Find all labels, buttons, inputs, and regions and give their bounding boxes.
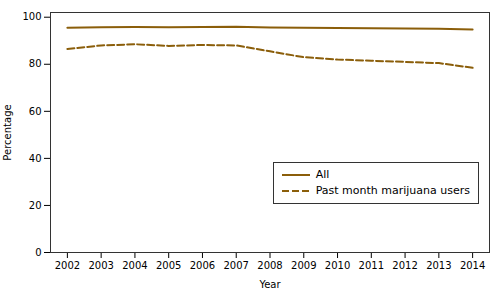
svg-text:2008: 2008 xyxy=(257,260,282,271)
svg-text:Percentage: Percentage xyxy=(2,104,13,160)
svg-text:2003: 2003 xyxy=(88,260,113,271)
svg-text:Year: Year xyxy=(258,279,281,290)
html-text:All: All xyxy=(315,168,330,181)
html-text:Past month marijuana users: Past month marijuana users xyxy=(315,184,470,197)
svg-text:40: 40 xyxy=(29,153,42,164)
svg-text:2006: 2006 xyxy=(190,260,215,271)
svg-text:2011: 2011 xyxy=(359,260,384,271)
svg-text:0: 0 xyxy=(35,247,41,258)
svg-text:60: 60 xyxy=(29,106,42,117)
svg-text:2004: 2004 xyxy=(122,260,147,271)
svg-text:2002: 2002 xyxy=(55,260,80,271)
svg-text:2012: 2012 xyxy=(392,260,417,271)
svg-text:2009: 2009 xyxy=(291,260,316,271)
svg-text:100: 100 xyxy=(22,11,41,22)
svg-text:2014: 2014 xyxy=(460,260,485,271)
svg-text:2013: 2013 xyxy=(426,260,451,271)
svg-text:20: 20 xyxy=(29,200,42,211)
svg-text:2005: 2005 xyxy=(156,260,181,271)
svg-text:80: 80 xyxy=(29,58,42,69)
svg-text:2010: 2010 xyxy=(325,260,350,271)
svg-text:2007: 2007 xyxy=(224,260,249,271)
